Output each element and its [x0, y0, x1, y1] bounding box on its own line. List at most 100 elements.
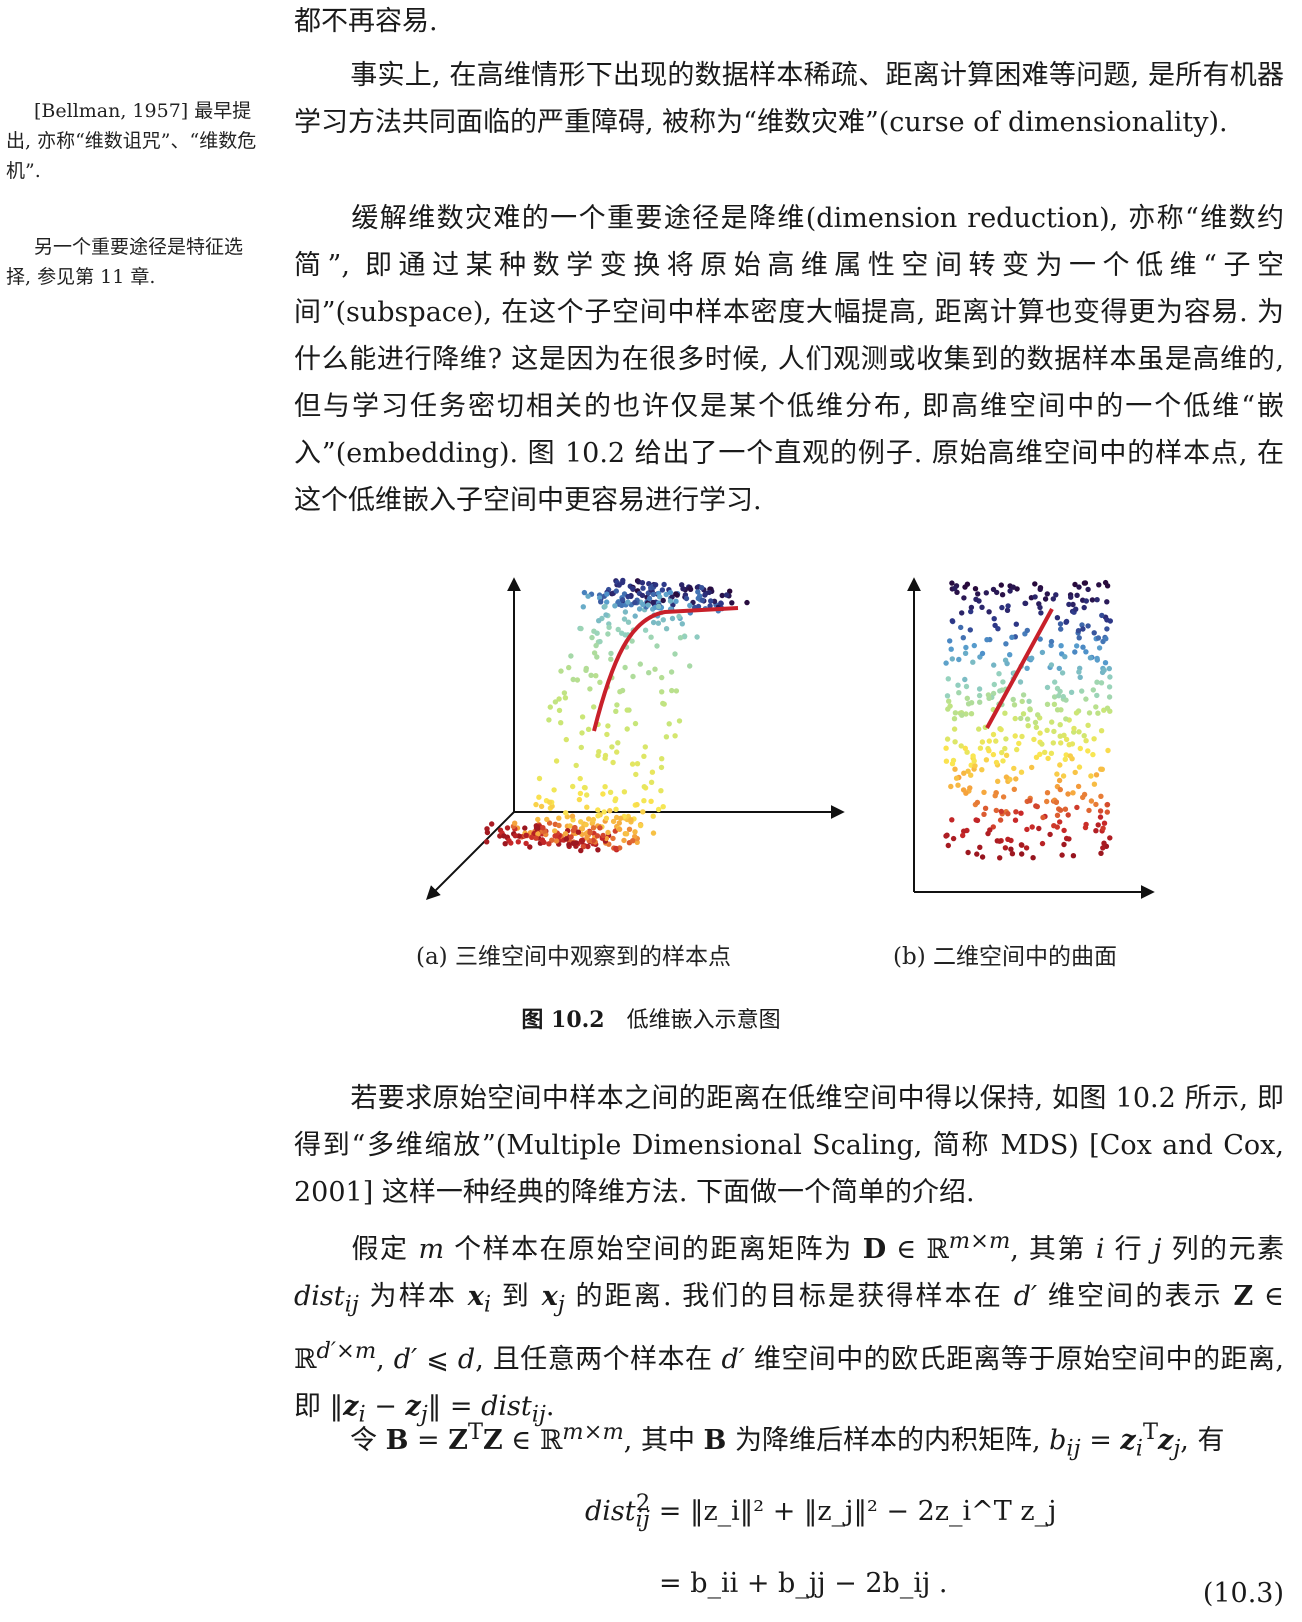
scatter-point: [591, 704, 597, 710]
scatter-point: [943, 745, 949, 751]
scatter-point: [1098, 728, 1105, 734]
scatter-point: [998, 582, 1004, 588]
scatter-point: [657, 594, 663, 600]
scatter-point: [979, 854, 986, 860]
scatter-point: [523, 840, 529, 847]
scatter-point: [1057, 722, 1063, 728]
scatter-point: [959, 712, 965, 718]
scatter-point: [1054, 771, 1060, 777]
scatter-point: [1044, 591, 1051, 597]
paragraph-distance-matrix: 假定 m 个样本在原始空间的距离矩阵为 D ∈ ℝm×m, 其第 i 行 j 列…: [294, 1228, 1285, 1428]
math-dist: dist: [481, 1391, 532, 1423]
scatter-point: [987, 827, 993, 833]
scatter-point: [949, 817, 955, 823]
scatter-point: [1107, 674, 1113, 680]
scatter-point: [660, 804, 666, 810]
scatter-point: [593, 642, 599, 649]
scatter-point: [552, 828, 558, 834]
scatter-point: [590, 816, 597, 823]
scatter-point: [961, 595, 967, 601]
math-j: j: [1153, 1234, 1162, 1265]
scatter-point: [995, 778, 1001, 784]
scatter-point: [1058, 643, 1064, 649]
scatter-point: [1098, 766, 1104, 772]
scatter-point: [1034, 803, 1041, 810]
scatter-point: [1105, 747, 1111, 754]
scatter-point: [1096, 582, 1102, 588]
scatter-point: [687, 663, 693, 669]
scatter-point: [1080, 626, 1086, 632]
scatter-point: [970, 753, 976, 759]
scatter-point: [1085, 748, 1091, 754]
scatter-point: [1075, 783, 1082, 790]
scatter-point: [973, 596, 979, 602]
scatter-point: [612, 797, 618, 804]
scatter-point: [1050, 596, 1057, 602]
scatter-point: [608, 650, 614, 657]
scatter-point: [953, 775, 960, 781]
scatter-point: [695, 603, 702, 610]
scatter-point: [1033, 724, 1040, 731]
math-Z: Z: [482, 1425, 503, 1456]
scatter-point: [977, 745, 984, 751]
scatter-point: [1057, 807, 1064, 813]
scatter-point: [977, 844, 983, 850]
scatter-point: [999, 749, 1005, 756]
scatter-point: [699, 597, 706, 603]
scatter-point: [968, 772, 974, 778]
scatter-point: [1051, 823, 1057, 829]
scatter-point: [1072, 649, 1078, 655]
scatter-point: [983, 757, 990, 763]
scatter-point: [1035, 712, 1041, 718]
scatter-point: [523, 832, 529, 838]
scatter-point: [1005, 836, 1011, 842]
scatter-point: [1106, 684, 1113, 690]
scatter-point: [981, 789, 987, 795]
scatter-point: [962, 650, 969, 656]
scatter-point: [538, 803, 545, 810]
text: ,: [376, 1344, 394, 1376]
scatter-point: [1094, 597, 1100, 603]
scatter-point: [1009, 634, 1015, 640]
scatter-point: [1083, 598, 1090, 604]
scatter-point: [573, 762, 579, 769]
scatter-point: [650, 619, 657, 626]
scatter-point: [1090, 751, 1096, 758]
scatter-point: [998, 808, 1004, 815]
scatter-point: [1093, 772, 1100, 778]
scatter-point: [1019, 851, 1025, 857]
math-sup: m×m: [562, 1419, 624, 1445]
scatter-point: [641, 753, 647, 759]
math-zi: z: [343, 1391, 359, 1423]
scatter-point: [979, 604, 985, 610]
math-xj: x: [541, 1281, 558, 1312]
scatter-point: [535, 825, 541, 831]
scatter-point: [719, 592, 725, 599]
scatter-point: [577, 790, 584, 797]
text: 个样本在原始空间的距离矩阵为: [444, 1234, 863, 1265]
scatter-point: [615, 740, 621, 746]
scatter-point: [984, 637, 990, 643]
scatter-point: [1018, 769, 1025, 775]
scatter-point: [566, 842, 572, 848]
text: , 其第: [1010, 1234, 1096, 1265]
scatter-point: [597, 638, 603, 645]
scatter-point: [1044, 684, 1051, 691]
scatter-point: [1095, 635, 1102, 641]
scatter-point: [552, 833, 558, 839]
scatter-point: [659, 756, 665, 762]
scatter-point: [1081, 733, 1087, 739]
scatter-point: [1002, 845, 1009, 851]
scatter-point: [1054, 812, 1061, 818]
sidenote-text: 另一个重要途径是特征选择, 参见第 11 章.: [6, 236, 244, 288]
scatter-point: [976, 686, 983, 692]
scatter-point: [986, 748, 992, 754]
scatter-point: [634, 801, 640, 808]
scatter-point: [660, 597, 666, 604]
scatter-point: [1104, 801, 1111, 808]
scatter-point: [1077, 674, 1083, 680]
scatter-point: [646, 670, 652, 676]
scatter-point: [616, 826, 623, 832]
text: , 且任意两个样本在: [475, 1344, 722, 1376]
scatter-point: [595, 813, 601, 819]
